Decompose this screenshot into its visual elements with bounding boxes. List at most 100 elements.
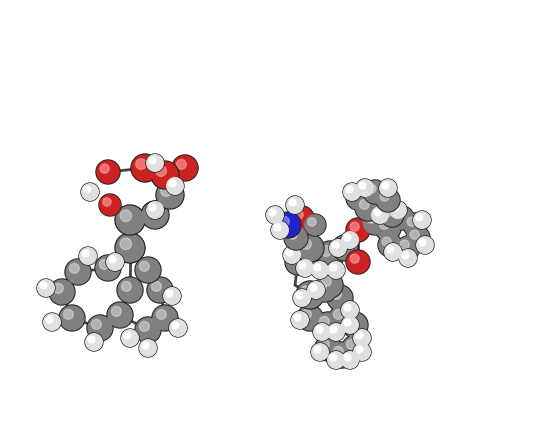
- Circle shape: [316, 241, 344, 269]
- Circle shape: [132, 155, 158, 181]
- Circle shape: [384, 243, 402, 261]
- Circle shape: [146, 201, 164, 219]
- Circle shape: [275, 212, 301, 238]
- Circle shape: [316, 313, 340, 337]
- Circle shape: [294, 210, 303, 219]
- Circle shape: [157, 182, 183, 208]
- Circle shape: [95, 255, 121, 281]
- Circle shape: [91, 320, 101, 329]
- Circle shape: [50, 280, 74, 304]
- Circle shape: [151, 281, 161, 291]
- Circle shape: [342, 232, 358, 248]
- Circle shape: [276, 213, 300, 237]
- Circle shape: [353, 330, 370, 346]
- Circle shape: [136, 258, 160, 282]
- Circle shape: [381, 204, 403, 226]
- Circle shape: [362, 209, 388, 235]
- Circle shape: [122, 281, 131, 291]
- Circle shape: [353, 344, 370, 360]
- Circle shape: [291, 207, 313, 229]
- Circle shape: [350, 222, 359, 231]
- Circle shape: [359, 199, 369, 209]
- Circle shape: [139, 261, 150, 271]
- Circle shape: [346, 218, 370, 242]
- Circle shape: [313, 278, 337, 302]
- Circle shape: [328, 262, 344, 278]
- Circle shape: [328, 324, 344, 340]
- Circle shape: [60, 306, 84, 330]
- Circle shape: [344, 184, 360, 200]
- Circle shape: [274, 224, 281, 231]
- Circle shape: [279, 216, 289, 227]
- Circle shape: [341, 316, 359, 334]
- Circle shape: [139, 339, 157, 357]
- Circle shape: [390, 202, 406, 218]
- Circle shape: [172, 322, 179, 329]
- Circle shape: [285, 227, 307, 249]
- Circle shape: [166, 290, 173, 297]
- Circle shape: [334, 346, 343, 356]
- Circle shape: [327, 351, 345, 369]
- Circle shape: [106, 253, 124, 271]
- Circle shape: [327, 261, 345, 279]
- Circle shape: [109, 256, 116, 263]
- Circle shape: [87, 315, 113, 341]
- Circle shape: [331, 289, 341, 299]
- Circle shape: [142, 342, 149, 349]
- Circle shape: [367, 184, 376, 193]
- Circle shape: [269, 209, 276, 216]
- Circle shape: [384, 207, 393, 216]
- Circle shape: [108, 303, 132, 327]
- Circle shape: [43, 313, 61, 331]
- Circle shape: [81, 183, 99, 201]
- Circle shape: [315, 312, 341, 338]
- Circle shape: [346, 316, 356, 326]
- Circle shape: [136, 318, 160, 342]
- Circle shape: [321, 246, 331, 256]
- Circle shape: [366, 214, 376, 223]
- Circle shape: [82, 250, 89, 257]
- Circle shape: [289, 253, 299, 263]
- Circle shape: [350, 190, 359, 199]
- Circle shape: [167, 178, 183, 194]
- Circle shape: [317, 282, 326, 291]
- Circle shape: [314, 346, 321, 353]
- Circle shape: [299, 262, 306, 269]
- Circle shape: [152, 305, 178, 331]
- Circle shape: [115, 233, 145, 263]
- Circle shape: [152, 162, 178, 188]
- Circle shape: [379, 234, 401, 256]
- Circle shape: [332, 242, 339, 249]
- Circle shape: [297, 235, 323, 261]
- Circle shape: [69, 263, 79, 273]
- Circle shape: [296, 292, 303, 299]
- Circle shape: [173, 156, 197, 180]
- Circle shape: [147, 155, 163, 171]
- Circle shape: [301, 309, 312, 320]
- Circle shape: [118, 278, 142, 302]
- Circle shape: [346, 186, 370, 210]
- Circle shape: [297, 305, 323, 331]
- Circle shape: [376, 188, 400, 212]
- Circle shape: [272, 222, 288, 238]
- Circle shape: [116, 234, 144, 262]
- Circle shape: [371, 206, 389, 224]
- Circle shape: [343, 336, 367, 360]
- Circle shape: [157, 309, 166, 320]
- Circle shape: [317, 242, 343, 268]
- Circle shape: [96, 160, 120, 184]
- Circle shape: [330, 306, 354, 330]
- Circle shape: [107, 302, 133, 328]
- Circle shape: [169, 180, 176, 187]
- Circle shape: [121, 329, 139, 347]
- Circle shape: [347, 219, 369, 241]
- Circle shape: [416, 214, 423, 221]
- Circle shape: [146, 154, 164, 172]
- Circle shape: [307, 281, 325, 299]
- Circle shape: [88, 336, 95, 343]
- Circle shape: [148, 278, 172, 302]
- Circle shape: [336, 239, 346, 249]
- Circle shape: [96, 256, 120, 280]
- Circle shape: [313, 323, 331, 341]
- Circle shape: [399, 249, 417, 267]
